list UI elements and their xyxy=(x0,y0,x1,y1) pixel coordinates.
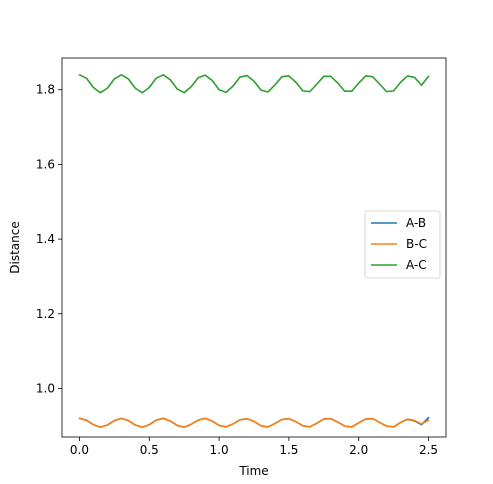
legend-box xyxy=(364,210,441,279)
x-tick-label: 0.5 xyxy=(140,443,159,457)
y-tick-label: 1.8 xyxy=(36,83,55,97)
x-tick-label: 2.0 xyxy=(349,443,368,457)
x-tick-label: 1.5 xyxy=(279,443,298,457)
axes-frame xyxy=(61,57,447,438)
x-axis: 0.0 0.5 1.0 1.5 2.0 2.5 xyxy=(70,437,438,457)
y-tick-label: 1.4 xyxy=(36,232,55,246)
y-axis: 1.0 1.2 1.4 1.6 1.8 xyxy=(36,83,62,395)
y-tick-label: 1.6 xyxy=(36,157,55,171)
legend: A-B B-C A-C xyxy=(364,210,441,279)
y-tick-label: 1.0 xyxy=(36,381,55,395)
x-tick-label: 2.5 xyxy=(419,443,438,457)
x-tick-label: 0.0 xyxy=(70,443,89,457)
series-line-a-c xyxy=(78,74,430,94)
series-layer xyxy=(78,74,430,429)
legend-label: A-C xyxy=(406,258,427,272)
x-tick-label: 1.0 xyxy=(210,443,229,457)
series-line-b-c xyxy=(78,417,430,429)
y-tick-label: 1.2 xyxy=(36,307,55,321)
legend-label: A-B xyxy=(406,216,426,230)
legend-label: B-C xyxy=(406,237,427,251)
y-axis-label: Distance xyxy=(8,221,22,273)
x-axis-label: Time xyxy=(238,464,268,478)
